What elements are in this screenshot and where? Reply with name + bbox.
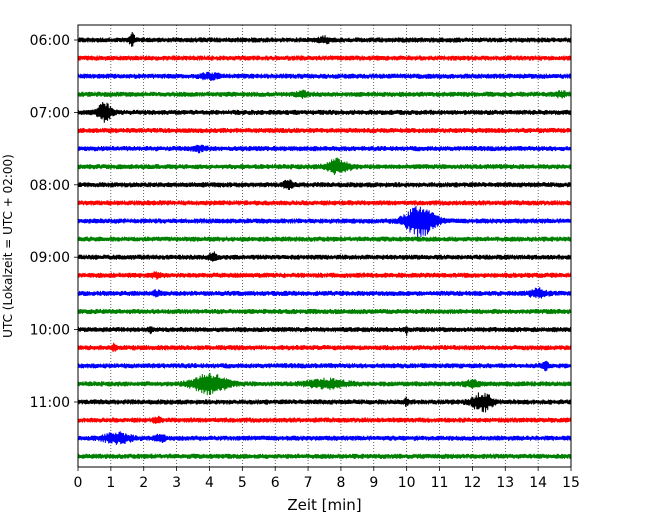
trace-0630: [77, 71, 572, 81]
trace-1000: [77, 326, 572, 337]
trace-1015: [77, 342, 572, 353]
y-axis-ticks: 06:00 07:00 08:00 09:00 10:00 11:00: [30, 33, 78, 411]
y-tick-label-0600: 06:00: [30, 33, 70, 49]
trace-1100: [77, 392, 572, 413]
trace-0915: [77, 271, 572, 280]
trace-0815: [77, 200, 572, 206]
x-tick-label-14: 14: [529, 475, 547, 491]
x-tick-label-13: 13: [496, 475, 514, 491]
x-tick-label-1: 1: [106, 475, 115, 491]
trace-1145: [77, 453, 572, 459]
x-tick-label-12: 12: [463, 475, 481, 491]
y-tick-label-0900: 09:00: [30, 250, 70, 266]
x-tick-label-3: 3: [172, 475, 181, 491]
x-tick-label-10: 10: [398, 475, 416, 491]
x-axis-label: Zeit [min]: [287, 496, 361, 514]
y-tick-label-1100: 11:00: [30, 395, 70, 411]
x-tick-label-0: 0: [74, 475, 83, 491]
trace-0645: [77, 89, 572, 99]
trace-0800: [77, 179, 572, 191]
x-tick-label-9: 9: [369, 475, 378, 491]
trace-0930: [77, 287, 572, 299]
x-axis-ticks: 0 1 2 3 4 5 6 7 8 9 10 11 12 13 14 15: [74, 467, 580, 491]
trace-1030: [77, 360, 572, 372]
x-tick-label-15: 15: [562, 475, 580, 491]
trace-0615: [77, 55, 572, 61]
trace-1045: [77, 372, 572, 396]
trace-0845: [77, 236, 572, 242]
trace-0730: [77, 144, 572, 154]
trace-1130: [77, 431, 572, 445]
x-tick-label-11: 11: [431, 475, 449, 491]
trace-0745: [77, 157, 572, 175]
y-tick-label-1000: 10:00: [30, 323, 70, 339]
x-tick-label-7: 7: [304, 475, 313, 491]
x-tick-label-4: 4: [205, 475, 214, 491]
y-tick-label-0700: 07:00: [30, 105, 70, 121]
plot-frame: [77, 24, 572, 468]
y-axis-label: UTC (Lokalzeit = UTC + 02:00): [1, 154, 15, 338]
trace-0945: [77, 308, 572, 315]
trace-0600: [77, 31, 572, 47]
trace-0830: [77, 205, 572, 238]
y-tick-label-0800: 08:00: [30, 178, 70, 194]
trace-0715: [77, 127, 572, 134]
trace-0900: [77, 251, 572, 262]
x-tick-label-5: 5: [238, 475, 247, 491]
seismogram-traces: [77, 31, 572, 459]
x-tick-label-2: 2: [139, 475, 148, 491]
x-tick-label-8: 8: [336, 475, 345, 491]
trace-1115: [77, 415, 572, 424]
x-tick-label-6: 6: [271, 475, 280, 491]
trace-0700: [77, 102, 572, 123]
